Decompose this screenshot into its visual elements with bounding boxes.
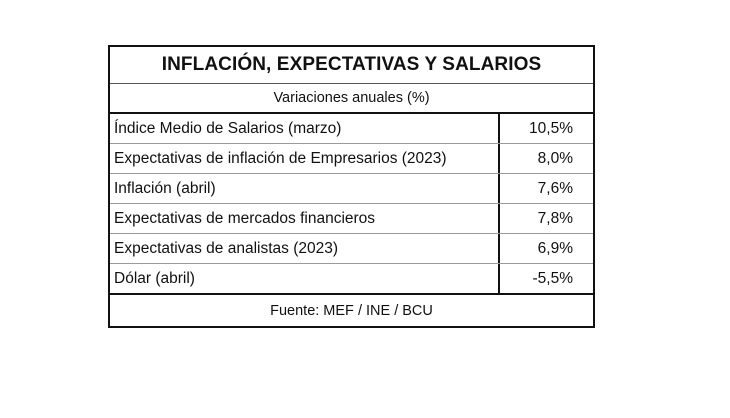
row-value: -5,5% xyxy=(532,269,574,287)
row-label: Expectativas de analistas (2023) xyxy=(110,234,500,263)
row-value: 8,0% xyxy=(537,149,573,167)
row-value: 7,6% xyxy=(537,179,573,197)
table-row: Expectativas de analistas (2023) 6,9% xyxy=(110,234,593,264)
table-body: Índice Medio de Salarios (marzo) 10,5% E… xyxy=(110,114,593,295)
row-label: Inflación (abril) xyxy=(110,174,500,203)
row-label: Índice Medio de Salarios (marzo) xyxy=(110,114,500,143)
row-value: 7,8% xyxy=(537,209,573,227)
row-value: 10,5% xyxy=(529,119,573,137)
row-value: 6,9% xyxy=(537,239,573,257)
table-row: Dólar (abril) -5,5% xyxy=(110,264,593,295)
table-row: Expectativas de mercados financieros 7,8… xyxy=(110,204,593,234)
table-row: Inflación (abril) 7,6% xyxy=(110,174,593,204)
table-subtitle: Variaciones anuales (%) xyxy=(110,84,593,114)
table-title: INFLACIÓN, EXPECTATIVAS Y SALARIOS xyxy=(110,47,593,84)
table-row: Índice Medio de Salarios (marzo) 10,5% xyxy=(110,114,593,144)
data-table: INFLACIÓN, EXPECTATIVAS Y SALARIOS Varia… xyxy=(108,45,595,328)
table-source: Fuente: MEF / INE / BCU xyxy=(270,302,433,319)
row-label: Expectativas de inflación de Empresarios… xyxy=(110,144,500,173)
row-label: Expectativas de mercados financieros xyxy=(110,204,500,233)
row-label: Dólar (abril) xyxy=(110,264,500,293)
table-row: Expectativas de inflación de Empresarios… xyxy=(110,144,593,174)
